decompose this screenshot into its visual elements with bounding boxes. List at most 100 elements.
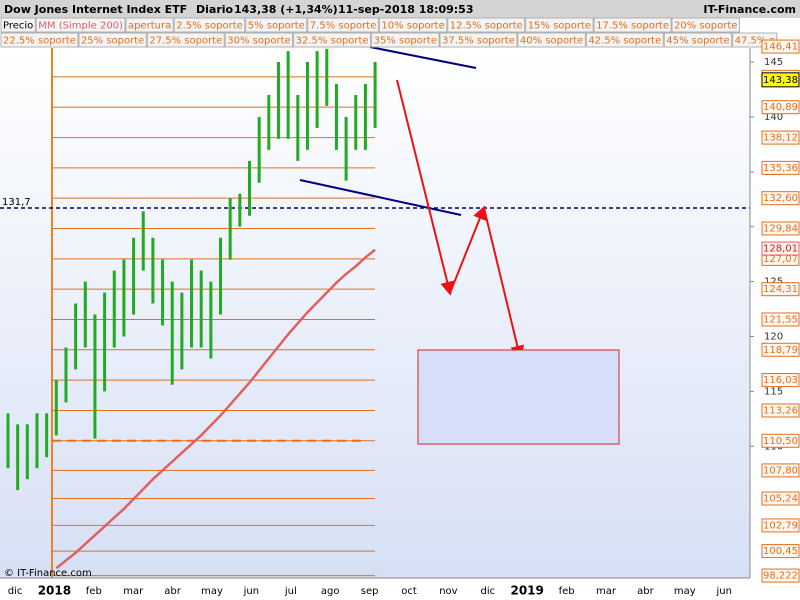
x-tick-label: mar xyxy=(123,586,144,597)
level-label-box xyxy=(761,130,800,145)
level-label: 107,80 xyxy=(763,465,798,476)
last-price-label: 143,38 xyxy=(763,75,798,86)
x-tick-label: abr xyxy=(637,586,654,597)
legend-box xyxy=(371,32,440,48)
ma-last-label: 128,01 xyxy=(763,244,798,255)
quote: 143,38 (+1,34%) xyxy=(234,3,338,16)
legend-box xyxy=(307,17,379,33)
level-label-box xyxy=(761,160,800,175)
legend-box xyxy=(78,32,147,48)
level-label: 110,50 xyxy=(763,436,798,447)
level-label: 102,79 xyxy=(763,520,798,531)
legend-box xyxy=(517,32,586,48)
y-tick-label: 140 xyxy=(764,112,783,123)
legend-box xyxy=(173,17,246,33)
legend-box xyxy=(125,17,174,33)
legend-box xyxy=(245,17,308,33)
moving-average xyxy=(55,248,376,570)
legend-label: 22.5% soporte xyxy=(3,36,76,47)
ma-last-box xyxy=(761,241,800,256)
legend-box xyxy=(378,17,448,33)
level-label: 105,24 xyxy=(763,494,798,505)
x-tick-label: jul xyxy=(284,586,297,597)
level-label-box xyxy=(761,221,800,236)
level-label: 124,31 xyxy=(763,284,798,295)
x-tick-label: dic xyxy=(480,586,495,597)
last-price-box xyxy=(761,72,800,88)
level-label: 138,12 xyxy=(763,133,798,144)
target-zone xyxy=(417,349,620,445)
level-label-box xyxy=(761,463,800,478)
x-tick-label: 2019 xyxy=(510,584,543,598)
legend-label: 45% soporte xyxy=(666,36,729,47)
y-tick-label: 125 xyxy=(764,277,783,288)
x-tick-label: jun xyxy=(243,586,259,597)
legend-box xyxy=(585,32,664,48)
legend-box xyxy=(146,32,225,48)
legend-box xyxy=(293,32,372,48)
level-label: 118,79 xyxy=(763,345,798,356)
legend-label: 7.5% soporte xyxy=(310,21,377,32)
legend-box xyxy=(525,17,594,33)
legend-label: 10% soporte xyxy=(381,21,444,32)
period: Diario xyxy=(196,3,234,16)
x-tick-label: nov xyxy=(439,586,457,597)
legend-label: 25% soporte xyxy=(81,36,144,47)
level-label: 121,55 xyxy=(763,314,798,325)
projection-arrow xyxy=(396,79,455,296)
legend-label: 2.5% soporte xyxy=(176,21,243,32)
level-label-box xyxy=(761,312,800,327)
legend-box xyxy=(0,32,79,48)
x-tick-label: abr xyxy=(164,586,181,597)
legend-box xyxy=(671,17,740,33)
level-label: 135,36 xyxy=(763,163,798,174)
level-label-box xyxy=(761,518,800,533)
site: IT-Finance.com xyxy=(703,3,796,16)
level-label: 113,26 xyxy=(763,405,798,416)
x-tick-label: feb xyxy=(86,586,102,597)
level-label-box xyxy=(761,568,800,583)
timestamp: 11-sep-2018 18:09:53 xyxy=(338,3,474,16)
x-tick-label: ago xyxy=(321,586,340,597)
level-label: 100,45 xyxy=(763,546,798,557)
projection-arrow xyxy=(449,205,487,294)
level-label: 98,222 xyxy=(763,571,798,582)
x-tick-label: mar xyxy=(596,586,617,597)
copyright: © IT-Finance.com xyxy=(4,568,92,579)
trend-line xyxy=(299,179,462,216)
legend-box xyxy=(439,32,518,48)
header: Dow Jones Internet Index ETF Diario 143,… xyxy=(4,3,796,16)
legend-label: MM (Simple 200) xyxy=(38,21,123,32)
legend-label: 40% soporte xyxy=(520,36,583,47)
level-label: 146,41 xyxy=(763,42,798,53)
legend-label: 47.5% s xyxy=(735,36,775,47)
legend-box xyxy=(0,17,36,33)
legend-label: 37.5% soporte xyxy=(442,36,515,47)
level-label: 116,03 xyxy=(763,375,798,386)
legend-label: 15% soporte xyxy=(528,21,591,32)
level-label: 132,60 xyxy=(763,193,798,204)
title: Dow Jones Internet Index ETF xyxy=(4,3,187,16)
plot xyxy=(0,48,750,570)
legend-box xyxy=(35,17,126,33)
x-tick-label: jun xyxy=(715,586,731,597)
x-tick-label: may xyxy=(674,586,696,597)
legend-box xyxy=(663,32,733,48)
level-label: 127,07 xyxy=(763,254,798,265)
x-tick-label: 2018 xyxy=(38,584,71,598)
level-label: 140,89 xyxy=(763,102,798,113)
legend-label: 20% soporte xyxy=(674,21,737,32)
x-tick-label: may xyxy=(201,586,223,597)
legend-label: 35% soporte xyxy=(374,36,437,47)
legend: Precio MM (Simple 200) apertura 2.5% soport… xyxy=(0,17,778,48)
projection-arrow xyxy=(483,207,525,360)
x-tick-label: dic xyxy=(8,586,23,597)
level-label: 129,84 xyxy=(763,223,798,234)
x-tick-label: feb xyxy=(559,586,575,597)
legend-label: 5% soporte xyxy=(248,21,305,32)
legend-label: 30% soporte xyxy=(227,36,290,47)
legend-label: Precio xyxy=(3,21,33,32)
level-label-box xyxy=(761,39,800,54)
legend-box xyxy=(593,17,672,33)
